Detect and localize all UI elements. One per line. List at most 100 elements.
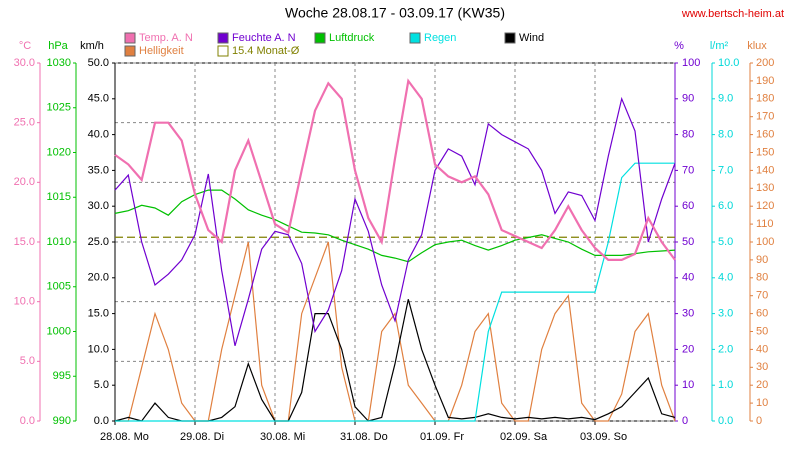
y-tick-label: 160 xyxy=(756,129,774,141)
axis-title: klux xyxy=(747,40,767,52)
y-tick-label: 1000 xyxy=(47,325,71,337)
y-tick-label: 7.0 xyxy=(718,164,733,176)
y-tick-label: 60 xyxy=(682,200,694,212)
y-tick-label: 110 xyxy=(756,218,774,230)
x-tick-label: 30.08. Mi xyxy=(260,431,305,443)
y-tick-label: 0 xyxy=(756,415,762,427)
y-tick-label: 0.0 xyxy=(718,415,733,427)
y-tick-label: 40 xyxy=(682,272,694,284)
y-tick-label: 30 xyxy=(682,308,694,320)
legend-swatch xyxy=(217,45,229,57)
x-tick-label: 02.09. Sa xyxy=(500,431,548,443)
source: www.bertsch-heim.at xyxy=(681,8,784,20)
y-tick-label: 50.0 xyxy=(88,57,109,69)
y-tick-label: 1015 xyxy=(47,191,71,203)
y-tick-label: 140 xyxy=(756,164,774,176)
y-tick-label: 0 xyxy=(682,415,688,427)
axis-title: % xyxy=(674,40,684,52)
y-tick-label: 120 xyxy=(756,200,774,212)
y-tick-label: 20.0 xyxy=(14,176,35,188)
y-tick-label: 5.0 xyxy=(20,355,35,367)
legend-swatch xyxy=(504,32,516,44)
y-tick-label: 995 xyxy=(53,370,71,382)
y-tick-label: 15.0 xyxy=(14,236,35,248)
y-tick-label: 25.0 xyxy=(88,236,109,248)
y-tick-label: 5.0 xyxy=(718,236,733,248)
y-tick-label: 200 xyxy=(756,57,774,69)
y-tick-label: 150 xyxy=(756,146,774,158)
x-tick-label: 31.08. Do xyxy=(340,431,388,443)
y-tick-label: 1030 xyxy=(47,57,71,69)
y-tick-label: 10 xyxy=(756,397,768,409)
y-tick-label: 1.0 xyxy=(718,379,733,391)
y-tick-label: 0.0 xyxy=(20,415,35,427)
series-line xyxy=(114,78,676,261)
series-line xyxy=(114,96,676,346)
y-tick-label: 190 xyxy=(756,75,774,87)
legend-label: Wind xyxy=(519,32,544,44)
y-tick-label: 70 xyxy=(756,290,768,302)
y-tick-label: 80 xyxy=(756,272,768,284)
y-tick-label: 70 xyxy=(682,164,694,176)
y-tick-label: 8.0 xyxy=(718,129,733,141)
legend-label: Temp. A. N xyxy=(139,32,193,44)
y-tick-label: 1020 xyxy=(47,146,71,158)
y-tick-label: 2.0 xyxy=(718,343,733,355)
axis-title: km/h xyxy=(80,40,104,52)
y-tick-label: 45.0 xyxy=(88,93,109,105)
legend-label: Feuchte A. N xyxy=(232,32,296,44)
y-tick-label: 50 xyxy=(682,236,694,248)
y-tick-label: 990 xyxy=(53,415,71,427)
chart-title: Woche 28.08.17 - 03.09.17 (KW35) xyxy=(285,5,505,21)
y-tick-label: 25.0 xyxy=(14,117,35,129)
y-tick-label: 3.0 xyxy=(718,308,733,320)
y-tick-label: 0.0 xyxy=(94,415,109,427)
y-tick-label: 20.0 xyxy=(88,272,109,284)
x-tick-label: 28.08. Mo xyxy=(100,431,149,443)
y-tick-label: 5.0 xyxy=(94,379,109,391)
y-tick-label: 9.0 xyxy=(718,93,733,105)
y-tick-label: 1010 xyxy=(47,236,71,248)
y-tick-label: 40 xyxy=(756,343,768,355)
y-tick-label: 170 xyxy=(756,111,774,123)
legend-swatch xyxy=(217,32,229,44)
y-tick-label: 1025 xyxy=(47,102,71,114)
legend-swatch xyxy=(124,45,136,57)
axis-title: hPa xyxy=(48,40,68,52)
legend-label: Helligkeit xyxy=(139,45,184,57)
y-tick-label: 10.0 xyxy=(14,296,35,308)
y-tick-label: 30.0 xyxy=(88,200,109,212)
y-tick-label: 60 xyxy=(756,308,768,320)
y-tick-label: 4.0 xyxy=(718,272,733,284)
y-tick-label: 15.0 xyxy=(88,308,109,320)
axis-title: °C xyxy=(19,40,31,52)
legend-swatch xyxy=(409,32,421,44)
y-tick-label: 130 xyxy=(756,182,774,194)
y-tick-label: 10.0 xyxy=(718,57,739,69)
y-tick-label: 30 xyxy=(756,361,768,373)
legend-label: 15.4 Monat-Ø xyxy=(232,45,300,57)
y-tick-label: 10.0 xyxy=(88,343,109,355)
y-tick-label: 20 xyxy=(682,343,694,355)
x-tick-label: 03.09. So xyxy=(580,431,627,443)
y-tick-label: 100 xyxy=(682,57,700,69)
y-tick-label: 50 xyxy=(756,325,768,337)
y-tick-label: 1005 xyxy=(47,281,71,293)
axis-title: l/m² xyxy=(710,40,729,52)
legend-label: Luftdruck xyxy=(329,32,375,44)
y-tick-label: 6.0 xyxy=(718,200,733,212)
y-tick-label: 90 xyxy=(756,254,768,266)
y-tick-label: 10 xyxy=(682,379,694,391)
y-tick-label: 40.0 xyxy=(88,129,109,141)
legend-swatch xyxy=(124,32,136,44)
y-tick-label: 100 xyxy=(756,236,774,248)
y-tick-label: 20 xyxy=(756,379,768,391)
x-tick-label: 01.09. Fr xyxy=(420,431,464,443)
series-line xyxy=(115,162,675,422)
y-tick-label: 90 xyxy=(682,93,694,105)
y-tick-label: 80 xyxy=(682,129,694,141)
y-tick-label: 35.0 xyxy=(88,164,109,176)
legend-swatch xyxy=(314,32,326,44)
series-line xyxy=(114,189,676,263)
